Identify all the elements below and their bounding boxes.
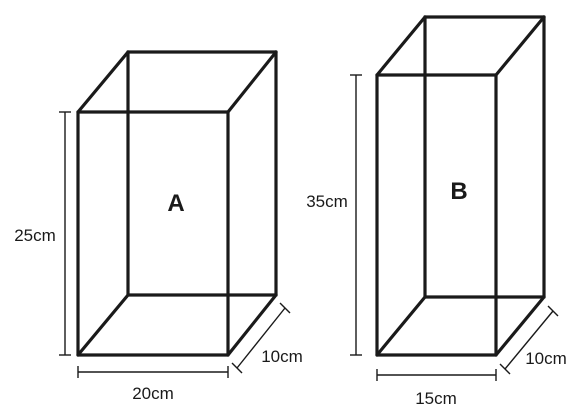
box-b: B 35cm 15cm 10cm [306,15,567,408]
box-b-top-left-depth-edge [375,15,427,77]
box-b-height-dimension: 35cm [306,74,362,356]
box-a-front-face [76,110,230,357]
box-a-label: A [167,190,184,217]
box-b-bottom-right-depth-edge [494,295,546,357]
box-a-depth-dimension: 10cm [231,302,303,374]
box-a-top-right-depth-edge [226,50,278,114]
box-a-depth-line [236,307,286,369]
box-b-width-dimension: 15cm [376,369,497,408]
box-a: A 25cm 20cm 10cm [14,50,303,403]
box-a-height-dimension: 25cm [14,111,71,356]
box-b-depth-dimension: 10cm [499,305,567,375]
box-a-depth-tick-back [279,302,291,314]
box-a-top-left-depth-edge [76,50,130,114]
box-b-label: B [450,178,467,205]
box-a-width-dimension: 20cm [77,366,229,403]
box-a-depth-tick-front [231,362,243,374]
box-b-depth-line [504,310,554,370]
box-b-height-label: 35cm [306,192,348,211]
box-b-front-face [375,73,498,357]
box-b-bottom-left-depth-edge [375,295,427,357]
box-b-top-right-depth-edge [494,15,546,77]
box-a-width-label: 20cm [132,384,174,403]
box-a-depth-label: 10cm [261,347,303,366]
box-b-depth-tick-back [547,305,559,317]
box-b-width-label: 15cm [415,389,457,408]
box-a-height-label: 25cm [14,226,56,245]
box-b-depth-tick-front [499,363,511,375]
box-a-bottom-right-depth-edge [226,293,278,357]
box-a-bottom-left-depth-edge [76,293,130,357]
box-b-depth-label: 10cm [525,349,567,368]
